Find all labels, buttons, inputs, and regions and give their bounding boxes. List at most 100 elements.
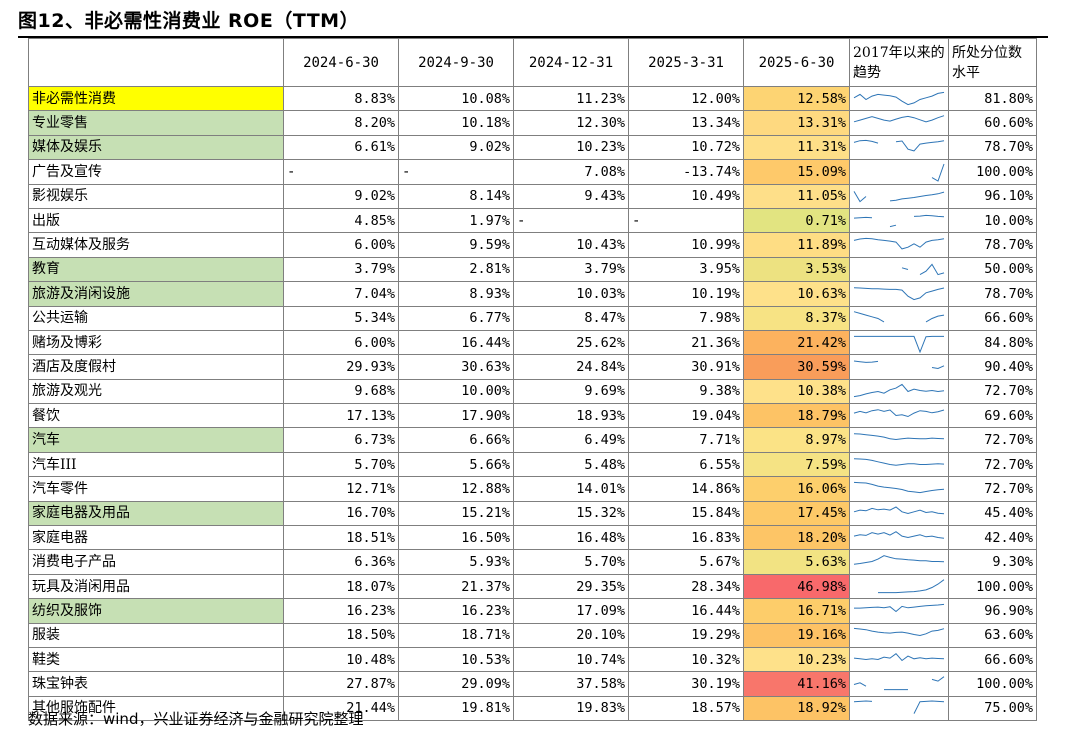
roe-value-cell: 10.23% (513, 134, 629, 161)
roe-value-cell: 18.20% (743, 525, 850, 551)
table-row: 赌场及博彩 6.00% 16.44% 25.62% 21.36% 21.42% 84.80% (28, 329, 1037, 356)
table-row: 其他服饰配件 21.44% 19.81% 19.83% 18.57% 18.92% 75.0… (28, 695, 1037, 722)
roe-value-cell: 19.16% (743, 622, 850, 648)
trend-sparkline-cell (849, 207, 949, 234)
trend-sparkline (853, 408, 945, 417)
roe-value-cell: 30.91% (628, 354, 744, 380)
roe-value-cell: 10.23% (743, 646, 850, 673)
roe-value-cell: 11.23% (513, 85, 629, 112)
table-row: 家庭电器及用品 16.70% 15.21% 15.32% 15.84% 17.45% 45.… (28, 500, 1037, 527)
percentile-cell: 50.00% (948, 256, 1037, 283)
header-cell: 2025-3-31 (628, 38, 744, 87)
roe-value-cell: 10.43% (513, 232, 629, 258)
row-name: 专业零售 (28, 110, 284, 136)
roe-value-cell: 16.50% (398, 525, 514, 551)
roe-value-cell: 9.59% (398, 232, 514, 258)
roe-value-cell: 10.03% (513, 281, 629, 307)
trend-sparkline (901, 263, 945, 276)
trend-sparkline (931, 163, 945, 182)
roe-value-cell: 5.48% (513, 451, 629, 478)
roe-value-cell: 19.04% (628, 403, 744, 429)
roe-value-cell: 12.71% (283, 476, 399, 502)
trend-sparkline-cell (849, 134, 949, 161)
percentile-cell: 72.70% (948, 378, 1037, 405)
table-row: 公共运输 5.34% 6.77% 8.47% 7.98% 8.37% 66.60% (28, 305, 1037, 331)
percentile-cell: 90.40% (948, 354, 1037, 380)
roe-value-cell: 17.90% (398, 403, 514, 429)
row-name: 珠宝钟表 (28, 671, 284, 697)
roe-value-cell: 17.13% (283, 403, 399, 429)
sparkline-path (853, 555, 945, 565)
trend-sparkline-cell (849, 622, 949, 648)
trend-sparkline (878, 578, 945, 593)
roe-value-cell: 21.37% (398, 573, 514, 600)
table-row: 教育 3.79% 2.81% 3.79% 3.95% 3.53% 50.00% (28, 256, 1037, 283)
roe-value-cell: 9.69% (513, 378, 629, 405)
table-row: 酒店及度假村 29.93% 30.63% 24.84% 30.91% 30.59% 90.4… (28, 354, 1037, 380)
row-name: 影视娱乐 (28, 183, 284, 209)
roe-value-cell: 15.09% (743, 159, 850, 185)
row-name: 汽车 (28, 427, 284, 453)
roe-value-cell: 29.09% (398, 671, 514, 697)
trend-sparkline-cell (849, 232, 949, 258)
row-name: 玩具及消闲用品 (28, 573, 284, 600)
roe-value-cell: 18.51% (283, 525, 399, 551)
percentile-cell: 96.90% (948, 598, 1037, 624)
roe-value-cell: 3.79% (283, 256, 399, 283)
header-cell: 2025-6-30 (743, 38, 850, 87)
roe-value-cell: 18.71% (398, 622, 514, 648)
roe-value-cell: 10.63% (743, 281, 850, 307)
trend-sparkline-cell (849, 403, 949, 429)
roe-value-cell: 30.63% (398, 354, 514, 380)
trend-sparkline (854, 335, 944, 353)
roe-value-cell: 5.66% (398, 451, 514, 478)
percentile-cell: 60.60% (948, 110, 1037, 136)
sparkline-path (853, 506, 945, 515)
roe-value-cell: 37.58% (513, 671, 629, 697)
sparkline-path (853, 91, 945, 105)
roe-value-cell: 5.70% (513, 549, 629, 575)
percentile-cell: 45.40% (948, 500, 1037, 527)
table-row: 汽车零件 12.71% 12.88% 14.01% 14.86% 16.06% 72.70% (28, 476, 1037, 502)
sparkline-path (853, 676, 945, 691)
roe-value-cell: 16.44% (628, 598, 744, 624)
row-name: 鞋类 (28, 646, 284, 673)
sparkline-path (853, 481, 945, 494)
roe-value-cell: 18.79% (743, 403, 850, 429)
roe-value-cell: 16.44% (398, 329, 514, 356)
row-name: 旅游及消闲设施 (28, 281, 284, 307)
trend-sparkline-cell (849, 159, 949, 185)
roe-value-cell: 17.45% (743, 500, 850, 527)
percentile-cell: 78.70% (948, 281, 1037, 307)
table-row: 消费电子产品 6.36% 5.93% 5.70% 5.67% 5.63% 9.30% (28, 549, 1037, 575)
header-cell: 2024-6-30 (283, 38, 399, 87)
row-name: 汽车零件 (28, 476, 284, 502)
roe-value-cell: 19.81% (398, 695, 514, 722)
roe-value-cell: 30.59% (743, 354, 850, 380)
sparkline-path (853, 237, 945, 250)
table-row: 汽车 6.73% 6.66% 6.49% 7.71% 8.97% 72.70% (28, 427, 1037, 453)
trend-sparkline (853, 140, 945, 152)
roe-value-cell: 41.16% (743, 671, 850, 697)
trend-sparkline-cell (849, 451, 949, 478)
trend-sparkline (853, 555, 945, 565)
roe-value-cell: 1.97% (398, 207, 514, 234)
trend-sparkline (853, 311, 945, 323)
row-name: 餐饮 (28, 403, 284, 429)
table-row: 旅游及观光 9.68% 10.00% 9.69% 9.38% 10.38% 72.70% (28, 378, 1037, 405)
roe-value-cell: 12.30% (513, 110, 629, 136)
roe-value-cell: 10.18% (398, 110, 514, 136)
trend-sparkline (853, 91, 945, 105)
roe-value-cell: 20.10% (513, 622, 629, 648)
roe-value-cell: - (398, 159, 514, 185)
roe-value-cell: 10.74% (513, 646, 629, 673)
trend-sparkline (853, 506, 945, 515)
roe-value-cell: 18.50% (283, 622, 399, 648)
roe-value-cell: 21.36% (628, 329, 744, 356)
sparkline-path (853, 652, 945, 661)
trend-sparkline (854, 603, 945, 613)
roe-value-cell: - (628, 207, 744, 234)
roe-value-cell: 18.92% (743, 695, 850, 722)
roe-value-cell: 6.00% (283, 232, 399, 258)
percentile-cell: 10.00% (948, 207, 1037, 234)
